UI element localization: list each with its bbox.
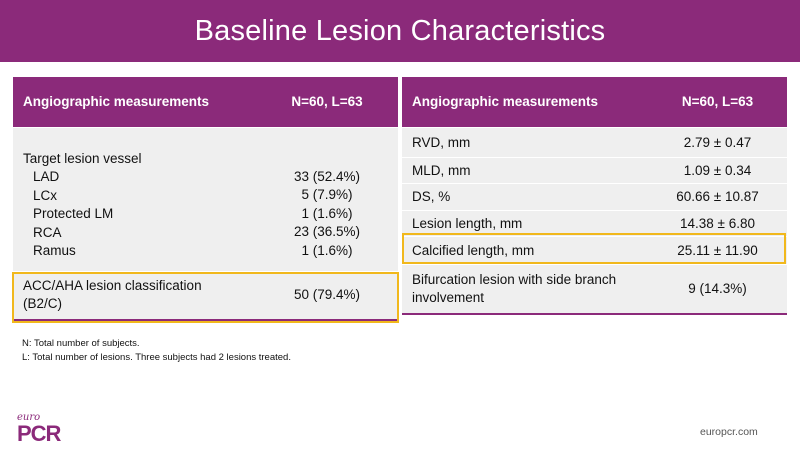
row-label: Lesion length, mm (402, 209, 648, 237)
footnote-l: L: Total number of lesions. Three subjec… (22, 351, 291, 363)
europcr-logo: euro PCR (17, 412, 61, 446)
row-label: Calcified length, mm (402, 236, 648, 265)
row-value: 1.09 ± 0.34 (648, 156, 787, 184)
acc-value: 50 (79.4%) (256, 270, 398, 319)
vessel-label: RCA (33, 224, 62, 240)
footnote-n: N: Total number of subjects. (22, 338, 140, 349)
bif-label-line2: involvement (412, 289, 485, 305)
right-table: Angiographic measurements N=60, L=63 RVD… (402, 77, 787, 315)
left-table: Angiographic measurements N=60, L=63 Tar… (13, 77, 398, 321)
row-value: 60.66 ± 10.87 (648, 183, 787, 210)
vessel-labels: Target lesion vessel LAD LCx Protected L… (13, 126, 256, 271)
row-label: DS, % (402, 183, 648, 210)
vessel-value: 33 (52.4%) (293, 168, 361, 184)
right-header-n: N=60, L=63 (648, 77, 787, 127)
acc-label-line2: (B2/C) (23, 296, 63, 312)
right-header-measurements: Angiographic measurements (402, 77, 648, 127)
row-label: RVD, mm (402, 126, 648, 157)
row-value: 2.79 ± 0.47 (648, 126, 787, 157)
acc-label: ACC/AHA lesion classification (B2/C) (13, 270, 256, 319)
vessel-label: LCx (33, 187, 58, 203)
logo-pcr-text: PCR (17, 421, 61, 446)
bif-label: Bifurcation lesion with side branch invo… (402, 264, 648, 313)
table-row: RVD, mm 2.79 ± 0.47 (402, 126, 787, 157)
site-url: europcr.com (700, 426, 758, 438)
logo-euro-text: euro (17, 412, 41, 423)
row-value: 14.38 ± 6.80 (648, 209, 787, 237)
vessel-value: 1 (1.6%) (301, 242, 353, 258)
table-row: DS, % 60.66 ± 10.87 (402, 183, 787, 210)
acc-label-line1: ACC/AHA lesion classification (23, 278, 202, 294)
table-row: Calcified length, mm 25.11 ± 11.90 (402, 236, 787, 265)
vessel-value: 1 (1.6%) (301, 205, 353, 221)
vessel-label: LAD (33, 169, 60, 184)
row-label: MLD, mm (402, 156, 648, 184)
vessel-values: 33 (52.4%) 5 (7.9%) 1 (1.6%) 23 (36.5%) … (256, 126, 398, 271)
vessel-heading: Target lesion vessel (23, 150, 142, 166)
vessel-value: 5 (7.9%) (301, 187, 353, 203)
row-value: 25.11 ± 11.90 (648, 236, 787, 265)
footnotes: N: Total number of subjects. L: Total nu… (22, 337, 291, 364)
title-bar: Baseline Lesion Characteristics (0, 0, 800, 62)
table-row: ACC/AHA lesion classification (B2/C) 50 … (13, 270, 398, 319)
bif-label-line1: Bifurcation lesion with side branch (412, 271, 617, 287)
slide-title: Baseline Lesion Characteristics (194, 14, 606, 47)
vessel-value: 23 (36.5%) (293, 224, 361, 240)
vessel-label: Protected LM (33, 206, 114, 221)
table-row: Bifurcation lesion with side branch invo… (402, 264, 787, 313)
table-row: Lesion length, mm 14.38 ± 6.80 (402, 209, 787, 237)
bif-value: 9 (14.3%) (648, 264, 787, 313)
table-row: Target lesion vessel LAD LCx Protected L… (13, 126, 398, 271)
table-row: MLD, mm 1.09 ± 0.34 (402, 156, 787, 184)
left-header-measurements: Angiographic measurements (13, 77, 256, 127)
left-header-n: N=60, L=63 (256, 77, 398, 127)
vessel-label: Ramus (33, 243, 76, 258)
